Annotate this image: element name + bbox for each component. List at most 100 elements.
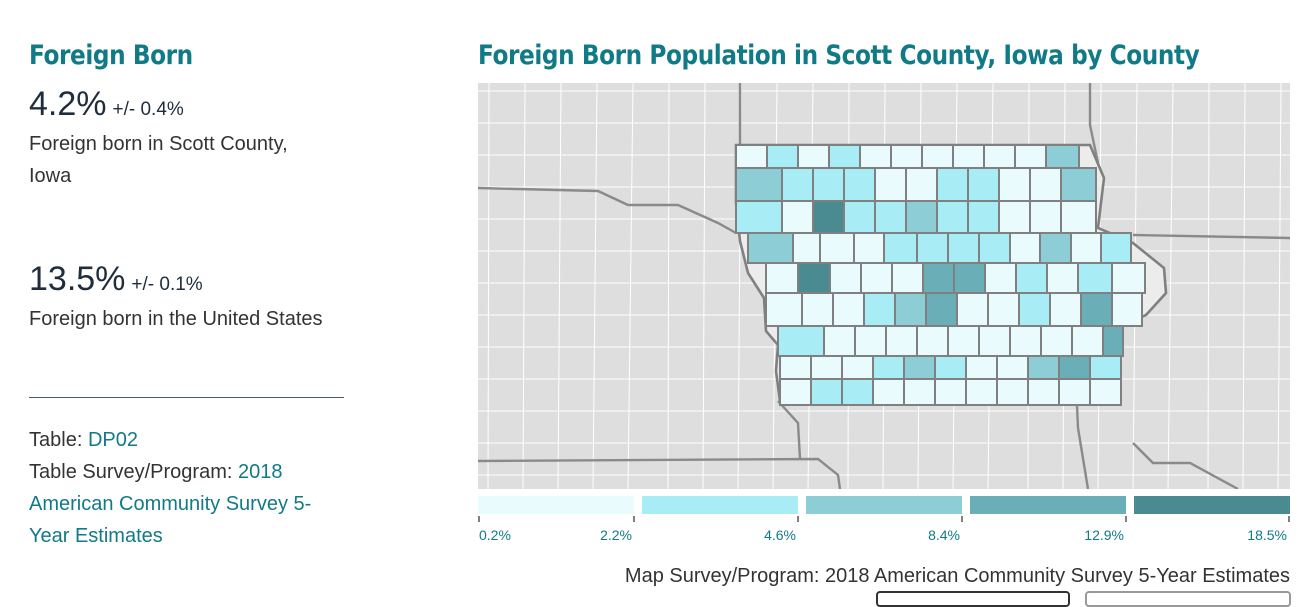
county-percent: 4.2% <box>29 85 107 123</box>
county-cell <box>843 167 876 202</box>
county-map[interactable] <box>478 83 1290 489</box>
county-cell <box>735 200 783 234</box>
county-cell <box>1015 262 1048 294</box>
county-cell <box>841 355 874 380</box>
county-cell <box>765 292 803 327</box>
county-stat: 4.2% +/- 0.4% Foreign born in Scott Count… <box>29 85 349 192</box>
divider <box>29 397 344 398</box>
county-cell <box>947 325 980 357</box>
county-cell <box>781 167 814 202</box>
county-cell <box>967 200 1000 234</box>
legend-tick-label: 0.2% <box>479 527 511 543</box>
county-cell <box>841 378 874 406</box>
county-cell <box>828 144 861 169</box>
county-cell <box>735 167 783 202</box>
county-cell <box>863 292 896 327</box>
county-cell <box>996 355 1029 380</box>
county-cell <box>1009 232 1041 264</box>
county-cell <box>1089 355 1122 380</box>
legend-swatch <box>806 496 962 514</box>
county-cell <box>965 355 998 380</box>
county-cell <box>735 144 768 169</box>
county-cell <box>883 232 918 264</box>
county-cell <box>983 144 1016 169</box>
county-cell <box>936 167 969 202</box>
us-desc: Foreign born in the United States <box>29 308 323 330</box>
table-meta: Table: DP02 Table Survey/Program: 2018 A… <box>29 424 349 552</box>
county-cell <box>903 378 936 406</box>
map-control-button[interactable] <box>876 591 1070 607</box>
us-moe: +/- 0.1% <box>131 274 203 295</box>
table-label: Table: <box>29 429 88 451</box>
county-cell <box>916 232 949 264</box>
county-cell <box>1071 325 1104 357</box>
county-cell <box>797 262 831 294</box>
table-link[interactable]: DP02 <box>87 429 138 451</box>
county-cell <box>872 355 905 380</box>
county-cells <box>735 144 1146 406</box>
county-cell <box>801 292 834 327</box>
county-cell <box>891 262 924 294</box>
county-cell <box>797 144 830 169</box>
county-cell <box>1070 232 1102 264</box>
county-cell <box>996 378 1029 406</box>
map-control-button-2[interactable] <box>1085 591 1291 607</box>
county-cell <box>1089 378 1122 406</box>
survey-link[interactable]: 2018 American Community Survey 5-Year Es… <box>29 461 312 547</box>
county-cell <box>1077 262 1113 294</box>
county-cell <box>1111 292 1143 327</box>
county-cell <box>890 144 923 169</box>
county-cell <box>1039 232 1072 264</box>
county-cell <box>1018 292 1051 327</box>
county-cell <box>1060 167 1097 202</box>
county-cell <box>779 355 812 380</box>
county-cell <box>859 144 892 169</box>
county-cell <box>779 378 812 406</box>
county-cell <box>936 200 969 234</box>
legend-swatch <box>478 496 634 514</box>
county-cell <box>1111 262 1146 294</box>
county-cell <box>1058 378 1091 406</box>
county-cell <box>953 262 986 294</box>
county-cell <box>1080 292 1113 327</box>
county-cell <box>874 200 907 234</box>
county-cell <box>1027 378 1060 406</box>
county-cell <box>1029 200 1062 234</box>
county-cell <box>874 167 907 202</box>
county-cell <box>810 355 843 380</box>
county-desc: Foreign born in Scott County, Iowa <box>29 133 288 187</box>
legend-tick-label: 8.4% <box>928 527 960 543</box>
map-legend: 0.2% 2.2% 4.6% 8.4% 12.9% 18.5% <box>478 496 1290 543</box>
county-cell <box>792 232 821 264</box>
county-cell <box>1102 325 1124 357</box>
county-cell <box>947 232 980 264</box>
county-cell <box>872 378 905 406</box>
us-percent: 13.5% <box>29 260 126 298</box>
county-cell <box>1029 167 1062 202</box>
county-cell <box>998 200 1031 234</box>
county-cell <box>1040 325 1073 357</box>
county-cell <box>922 262 955 294</box>
county-cell <box>998 167 1031 202</box>
county-cell <box>1060 200 1097 234</box>
county-cell <box>1045 144 1080 169</box>
county-cell <box>1009 325 1042 357</box>
county-cell <box>905 167 938 202</box>
county-cell <box>967 167 1000 202</box>
county-cell <box>819 232 855 264</box>
county-cell <box>978 325 1011 357</box>
county-cell <box>1058 355 1091 380</box>
county-cell <box>984 262 1017 294</box>
county-cell <box>854 325 887 357</box>
county-cell <box>952 144 985 169</box>
section-title: Foreign Born <box>29 40 193 71</box>
us-stat: 13.5% +/- 0.1% Foreign born in the United… <box>29 260 329 335</box>
county-cell <box>843 200 876 234</box>
county-cell <box>766 144 799 169</box>
county-cell <box>905 200 938 234</box>
legend-tick-label: 2.2% <box>600 527 632 543</box>
legend-swatch <box>1134 496 1290 514</box>
county-cell <box>1014 144 1047 169</box>
legend-tick-label: 4.6% <box>764 527 796 543</box>
county-cell <box>885 325 918 357</box>
